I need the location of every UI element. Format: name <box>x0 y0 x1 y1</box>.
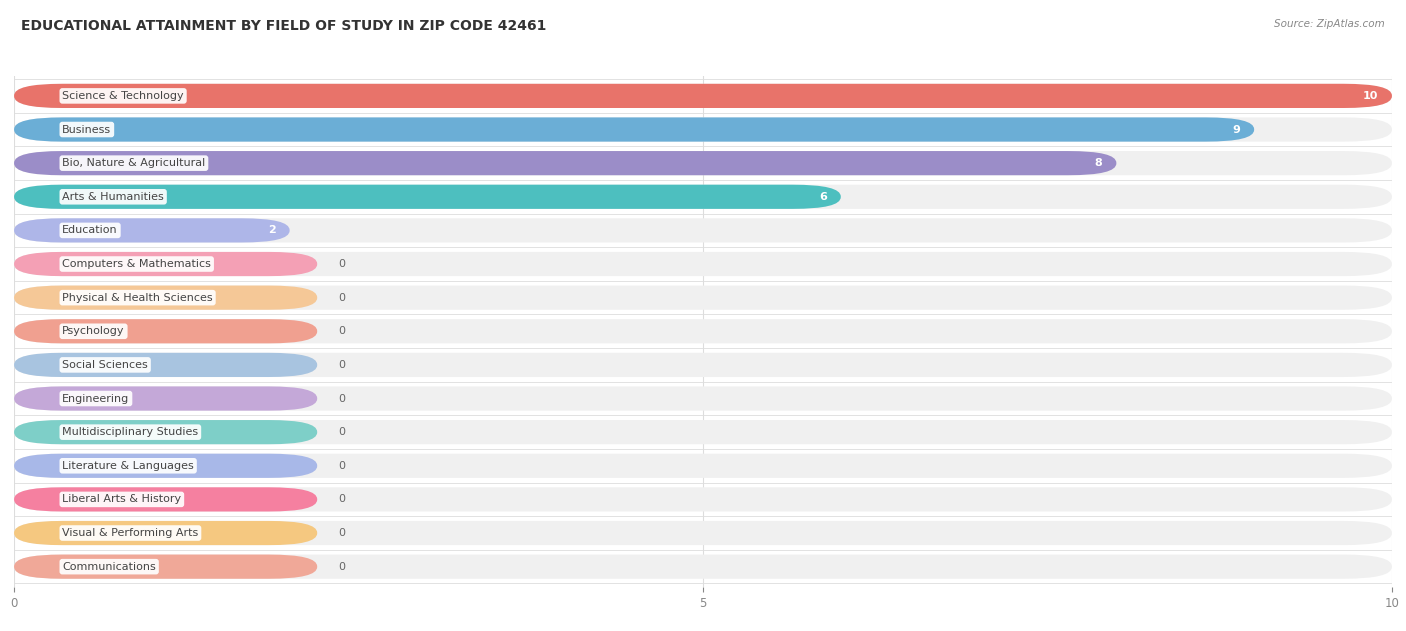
Text: Education: Education <box>62 225 118 235</box>
FancyBboxPatch shape <box>14 286 318 310</box>
Text: 0: 0 <box>337 495 344 504</box>
Text: 0: 0 <box>337 461 344 471</box>
Text: 2: 2 <box>269 225 276 235</box>
Text: Literature & Languages: Literature & Languages <box>62 461 194 471</box>
Text: Multidisciplinary Studies: Multidisciplinary Studies <box>62 427 198 437</box>
Text: 0: 0 <box>337 259 344 269</box>
FancyBboxPatch shape <box>14 117 1254 141</box>
FancyBboxPatch shape <box>14 218 290 242</box>
FancyBboxPatch shape <box>14 252 318 276</box>
Text: 8: 8 <box>1095 158 1102 168</box>
FancyBboxPatch shape <box>14 286 1392 310</box>
FancyBboxPatch shape <box>14 319 1392 343</box>
Text: EDUCATIONAL ATTAINMENT BY FIELD OF STUDY IN ZIP CODE 42461: EDUCATIONAL ATTAINMENT BY FIELD OF STUDY… <box>21 19 547 33</box>
FancyBboxPatch shape <box>14 84 1392 108</box>
FancyBboxPatch shape <box>14 353 1392 377</box>
Text: Social Sciences: Social Sciences <box>62 360 148 370</box>
FancyBboxPatch shape <box>14 487 1392 512</box>
Text: Computers & Mathematics: Computers & Mathematics <box>62 259 211 269</box>
Text: Communications: Communications <box>62 562 156 572</box>
Text: Physical & Health Sciences: Physical & Health Sciences <box>62 293 212 303</box>
FancyBboxPatch shape <box>14 420 318 444</box>
FancyBboxPatch shape <box>14 454 318 478</box>
Text: 9: 9 <box>1233 124 1240 134</box>
FancyBboxPatch shape <box>14 386 1392 411</box>
FancyBboxPatch shape <box>14 454 1392 478</box>
Text: Bio, Nature & Agricultural: Bio, Nature & Agricultural <box>62 158 205 168</box>
FancyBboxPatch shape <box>14 151 1392 175</box>
FancyBboxPatch shape <box>14 521 1392 545</box>
Text: 0: 0 <box>337 293 344 303</box>
FancyBboxPatch shape <box>14 353 318 377</box>
Text: Visual & Performing Arts: Visual & Performing Arts <box>62 528 198 538</box>
Text: Arts & Humanities: Arts & Humanities <box>62 192 165 202</box>
FancyBboxPatch shape <box>14 218 1392 242</box>
Text: 0: 0 <box>337 360 344 370</box>
FancyBboxPatch shape <box>14 420 1392 444</box>
Text: 10: 10 <box>1362 91 1378 101</box>
Text: 0: 0 <box>337 326 344 336</box>
Text: 0: 0 <box>337 427 344 437</box>
FancyBboxPatch shape <box>14 555 1392 579</box>
FancyBboxPatch shape <box>14 521 318 545</box>
FancyBboxPatch shape <box>14 84 1392 108</box>
FancyBboxPatch shape <box>14 185 1392 209</box>
Text: 0: 0 <box>337 528 344 538</box>
FancyBboxPatch shape <box>14 487 318 512</box>
Text: Liberal Arts & History: Liberal Arts & History <box>62 495 181 504</box>
FancyBboxPatch shape <box>14 319 318 343</box>
Text: Psychology: Psychology <box>62 326 125 336</box>
Text: Business: Business <box>62 124 111 134</box>
FancyBboxPatch shape <box>14 386 318 411</box>
FancyBboxPatch shape <box>14 252 1392 276</box>
Text: Source: ZipAtlas.com: Source: ZipAtlas.com <box>1274 19 1385 29</box>
FancyBboxPatch shape <box>14 185 841 209</box>
Text: 0: 0 <box>337 394 344 404</box>
Text: 6: 6 <box>820 192 827 202</box>
FancyBboxPatch shape <box>14 117 1392 141</box>
Text: 0: 0 <box>337 562 344 572</box>
FancyBboxPatch shape <box>14 555 318 579</box>
Text: Science & Technology: Science & Technology <box>62 91 184 101</box>
FancyBboxPatch shape <box>14 151 1116 175</box>
Text: Engineering: Engineering <box>62 394 129 404</box>
